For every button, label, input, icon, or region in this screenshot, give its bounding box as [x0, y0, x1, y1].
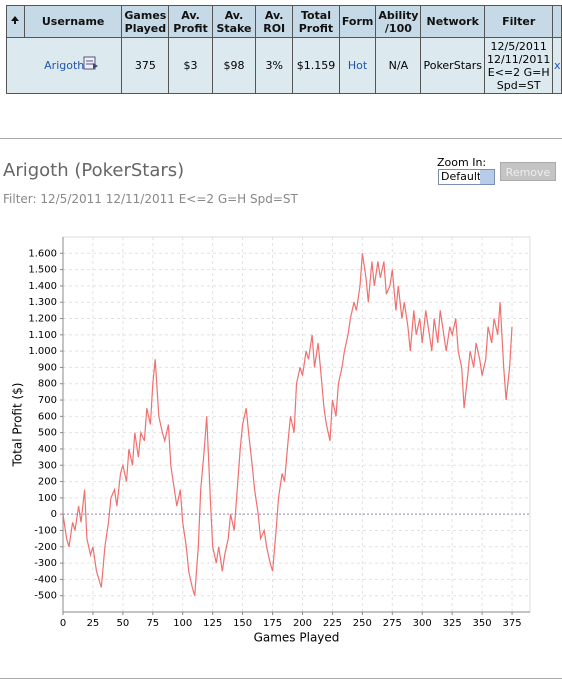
data-row: Arigoth 375 $3 $98 3% $1.159 Hot N/A Pok…: [5, 37, 562, 94]
separator: [0, 138, 562, 139]
select-arrow: [480, 170, 494, 184]
y-tick-label: 400: [38, 444, 57, 455]
cell: 375: [121, 37, 170, 94]
separator: [0, 678, 562, 679]
username-link[interactable]: Arigoth: [44, 59, 85, 72]
header-cell[interactable]: Total Profit: [292, 5, 340, 38]
y-tick-label: -100: [34, 525, 57, 536]
x-tick-label: 50: [117, 618, 130, 629]
plot-frame: [62, 236, 531, 613]
y-tick-label: 500: [38, 428, 57, 439]
y-tick-label: 600: [38, 411, 57, 422]
x-tick-label: 175: [263, 618, 282, 629]
cell: PokerStars: [420, 37, 485, 94]
y-tick-label: 800: [38, 379, 57, 390]
x-tick-label: 75: [146, 618, 159, 629]
cell: $1.159: [292, 37, 340, 94]
remove-button[interactable]: Remove: [500, 162, 556, 181]
y-tick-label: -500: [34, 591, 57, 602]
y-tick-label: 1.200: [28, 314, 57, 325]
y-tick-label: 0: [51, 509, 57, 520]
cell: 12/5/2011 12/11/2011 E<=2 G=H Spd=ST: [483, 37, 554, 94]
y-tick-label: 1.500: [28, 265, 57, 276]
header-cell[interactable]: Filter: [483, 5, 554, 38]
y-tick-label: -200: [34, 542, 57, 553]
header-cell[interactable]: Network: [420, 5, 485, 38]
sort-icon[interactable]: [6, 5, 25, 38]
zoom-label: Zoom In:: [437, 156, 487, 169]
x-tick-label: 25: [87, 618, 100, 629]
cell[interactable]: Hot: [338, 37, 377, 94]
cell: N/A: [375, 37, 422, 94]
header-cell[interactable]: Form: [338, 5, 377, 38]
x-tick-label: 125: [203, 618, 222, 629]
header-cell[interactable]: Av. Profit: [168, 5, 213, 38]
y-tick-label: 100: [38, 493, 57, 504]
x-tick-label: 300: [413, 618, 432, 629]
header-cell[interactable]: Ability /100: [375, 5, 422, 38]
panel-filter: Filter: 12/5/2011 12/11/2011 E<=2 G=H Sp…: [3, 192, 298, 206]
header-cell[interactable]: Av. Stake: [211, 5, 257, 38]
y-tick-label: 1.000: [28, 346, 57, 357]
x-tick-label: 225: [323, 618, 342, 629]
username-cell: Arigoth: [5, 37, 123, 94]
header-cell[interactable]: Games Played: [121, 5, 170, 38]
x-tick-label: 0: [60, 618, 66, 629]
header-row: Username Games Played Av. Profit Av. Sta…: [6, 5, 562, 38]
x-tick-label: 200: [293, 618, 312, 629]
y-tick-label: -400: [34, 574, 57, 585]
header-cell[interactable]: Av. ROI: [255, 5, 294, 38]
y-tick-label: 700: [38, 395, 57, 406]
panel-title: Arigoth (PokerStars): [3, 160, 185, 181]
cell: $3: [168, 37, 213, 94]
x-axis-label: Games Played: [254, 631, 340, 645]
y-tick-label: 300: [38, 460, 57, 471]
y-tick-label: 1.300: [28, 297, 57, 308]
x-tick-label: 250: [353, 618, 372, 629]
cell: 3%: [255, 37, 294, 94]
x-tick-label: 150: [233, 618, 252, 629]
y-tick-label: 1.400: [28, 281, 57, 292]
x-tick-label: 325: [443, 618, 462, 629]
y-tick-label: 1.100: [28, 330, 57, 341]
x-tick-label: 375: [502, 618, 521, 629]
y-tick-label: 200: [38, 477, 57, 488]
y-tick-label: 1.600: [28, 248, 57, 259]
y-tick-label: 900: [38, 362, 57, 373]
header-cell: [552, 5, 562, 38]
remove-cell[interactable]: x: [552, 37, 562, 94]
zoom-select[interactable]: Default: [438, 169, 495, 185]
x-tick-label: 275: [383, 618, 402, 629]
header-cell[interactable]: Username: [23, 5, 123, 38]
y-axis-label: Total Profit ($): [11, 383, 25, 468]
x-tick-label: 350: [473, 618, 492, 629]
notes-icon[interactable]: [83, 56, 99, 70]
profit-line: [62, 253, 513, 596]
y-tick-label: -300: [34, 558, 57, 569]
cell: $98: [211, 37, 257, 94]
zoom-value: Default: [441, 170, 482, 183]
x-tick-label: 100: [173, 618, 192, 629]
players-table: Username Games Played Av. Profit Av. Sta…: [5, 5, 562, 94]
